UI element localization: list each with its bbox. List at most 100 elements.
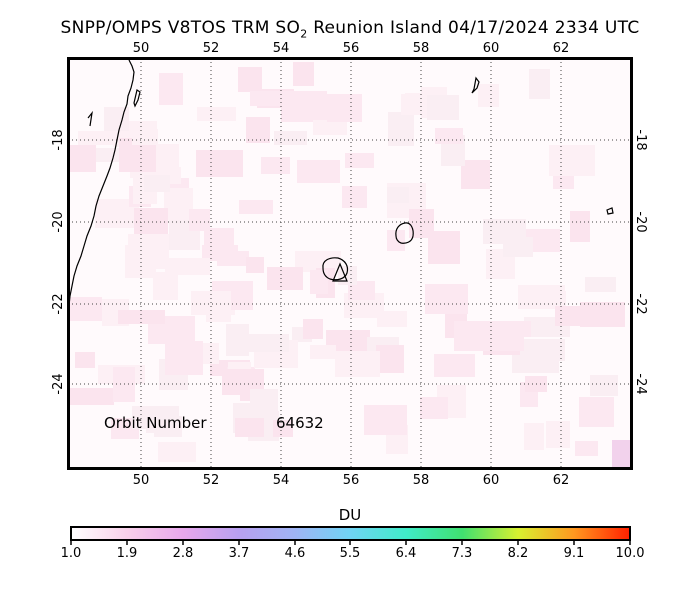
colorbar-tick-label: 6.4 [395, 546, 417, 561]
so2-pixel [239, 200, 273, 214]
colorbar-tick-label: 2.8 [172, 546, 194, 561]
map-frame [67, 57, 633, 470]
so2-pixel [310, 345, 336, 359]
so2-pixel [153, 272, 178, 300]
tromelin-island [471, 76, 480, 94]
colorbar-tick-label: 7.3 [451, 546, 473, 561]
lon-tick-labels-bottom: 50 52 54 56 58 60 62 [133, 473, 570, 488]
lat-tick-right: -20 [633, 211, 648, 232]
so2-pixel [295, 251, 341, 272]
rodrigues-island [606, 207, 614, 215]
madagascar-coast [67, 59, 135, 317]
map-title: SNPP/OMPS V8TOS TRM SO2 Reunion Island 0… [60, 18, 640, 41]
so2-pixel [226, 324, 249, 356]
lat-tick-left: -22 [51, 293, 66, 314]
lon-tick-bottom: 54 [273, 473, 290, 488]
so2-pixel [478, 84, 499, 107]
colorbar-tick-label: 10.0 [615, 546, 645, 561]
so2-pixel [420, 397, 448, 419]
colorbar-tick-label: 4.6 [284, 546, 306, 561]
so2-pixel [206, 291, 231, 322]
lat-tick-left: -18 [51, 129, 66, 150]
so2-pixel [461, 160, 490, 189]
lon-tick-bottom: 58 [413, 473, 430, 488]
so2-pixel [377, 311, 407, 327]
colorbar [70, 526, 631, 541]
coastlines [67, 59, 614, 317]
so2-pixel [303, 319, 323, 339]
so2-pixel [427, 95, 459, 120]
lon-tick-bottom: 62 [553, 473, 570, 488]
so2-pixel [529, 69, 550, 99]
so2-pixel [327, 94, 362, 122]
so2-pixel [144, 175, 170, 192]
madagascar-islet [87, 110, 93, 127]
ile-sainte-marie [133, 89, 141, 108]
lat-tick-right: -22 [633, 293, 648, 314]
so2-pixel [246, 117, 270, 143]
so2-pixel [274, 131, 307, 145]
so2-pixel [104, 107, 129, 131]
so2-pixel [434, 354, 475, 377]
lat-tick-left: -24 [51, 373, 66, 394]
so2-pixel [483, 219, 526, 244]
colorbar-tick-label: 1.9 [116, 546, 138, 561]
colorbar-tick-label: 5.5 [339, 546, 361, 561]
so2-pixel [313, 120, 347, 135]
so2-pixel [134, 208, 168, 234]
so2-pixel [204, 228, 234, 255]
so2-pixel [524, 423, 544, 450]
lat-tick-labels-left: -18 -20 -22 -24 [51, 129, 66, 394]
so2-pixel [388, 112, 414, 146]
lon-tick-bottom: 56 [343, 473, 360, 488]
lat-tick-right: -24 [633, 373, 648, 394]
colorbar-tick-label: 8.2 [507, 546, 529, 561]
so2-pixel [164, 188, 193, 220]
so2-pixel [196, 150, 243, 177]
so2-pixel [555, 306, 594, 326]
so2-pixel [348, 281, 375, 300]
so2-pixel [78, 131, 115, 145]
so2-pixel [165, 341, 203, 375]
lon-tick-top: 60 [483, 41, 500, 56]
lon-tick-top: 62 [553, 41, 570, 56]
data-overlay [69, 59, 631, 468]
so2-pixel [364, 405, 407, 435]
so2-pixel [546, 421, 570, 448]
lon-tick-labels-top: 50 52 54 56 58 60 62 [133, 41, 570, 56]
orbit-label: Orbit Number [104, 414, 207, 432]
volcano-marker-triangle [332, 262, 348, 282]
so2-pixel [70, 297, 102, 321]
so2-pixel [387, 230, 405, 251]
so2-pixel [612, 440, 630, 467]
so2-pixel [132, 129, 158, 145]
so2-pixel [425, 284, 468, 314]
so2-pixel [293, 62, 314, 86]
so2-pixel [273, 420, 293, 437]
so2-pixel [326, 330, 370, 353]
lon-tick-bottom: 50 [133, 473, 150, 488]
so2-pixel [70, 388, 114, 405]
lon-tick-bottom: 60 [483, 473, 500, 488]
so2-pixel [518, 285, 565, 309]
colorbar-tick-label: 3.7 [228, 546, 250, 561]
lon-tick-top: 50 [133, 41, 150, 56]
colorbar-tick-label: 9.1 [563, 546, 585, 561]
orbit-number: 64632 [276, 414, 324, 432]
so2-pixel [159, 73, 183, 105]
lon-tick-top: 54 [273, 41, 290, 56]
map-gridlines [68, 58, 631, 468]
lon-tick-top: 52 [203, 41, 220, 56]
reunion-island [322, 257, 349, 281]
colorbar-tick-label: 1.0 [60, 546, 82, 561]
so2-pixel [165, 258, 210, 275]
so2-pixel [570, 211, 590, 242]
so2-pixel [189, 209, 210, 231]
so2-pixel [342, 186, 367, 208]
so2-pixel [261, 157, 290, 174]
so2-pixel [197, 107, 236, 121]
lon-tick-top: 56 [343, 41, 360, 56]
so2-pixel [435, 128, 463, 144]
so2-pixel [335, 351, 380, 377]
